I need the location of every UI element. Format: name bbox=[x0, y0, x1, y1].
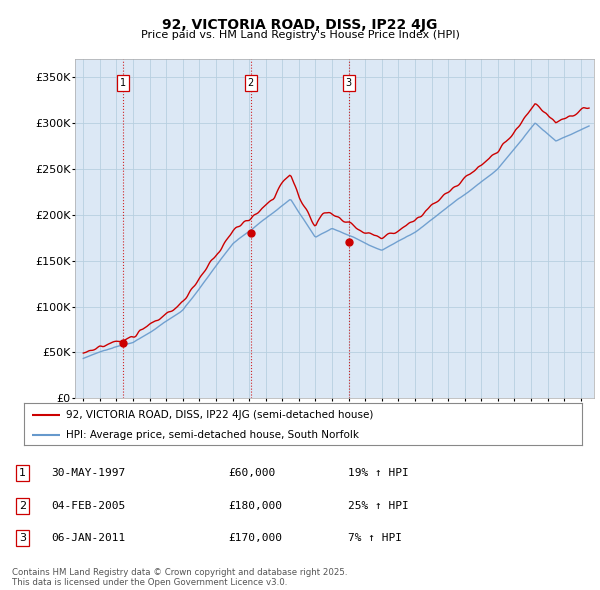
Text: £60,000: £60,000 bbox=[228, 468, 275, 478]
Text: 06-JAN-2011: 06-JAN-2011 bbox=[51, 533, 125, 543]
Text: 2: 2 bbox=[19, 501, 26, 510]
Text: 1: 1 bbox=[120, 78, 127, 88]
Text: £180,000: £180,000 bbox=[228, 501, 282, 510]
Text: 19% ↑ HPI: 19% ↑ HPI bbox=[348, 468, 409, 478]
Text: 7% ↑ HPI: 7% ↑ HPI bbox=[348, 533, 402, 543]
Text: 25% ↑ HPI: 25% ↑ HPI bbox=[348, 501, 409, 510]
Text: 3: 3 bbox=[346, 78, 352, 88]
Text: 92, VICTORIA ROAD, DISS, IP22 4JG (semi-detached house): 92, VICTORIA ROAD, DISS, IP22 4JG (semi-… bbox=[66, 410, 373, 420]
Text: £170,000: £170,000 bbox=[228, 533, 282, 543]
Text: 04-FEB-2005: 04-FEB-2005 bbox=[51, 501, 125, 510]
Text: Price paid vs. HM Land Registry's House Price Index (HPI): Price paid vs. HM Land Registry's House … bbox=[140, 30, 460, 40]
Text: HPI: Average price, semi-detached house, South Norfolk: HPI: Average price, semi-detached house,… bbox=[66, 430, 359, 440]
Text: 3: 3 bbox=[19, 533, 26, 543]
Text: 1: 1 bbox=[19, 468, 26, 478]
Text: 30-MAY-1997: 30-MAY-1997 bbox=[51, 468, 125, 478]
Text: Contains HM Land Registry data © Crown copyright and database right 2025.
This d: Contains HM Land Registry data © Crown c… bbox=[12, 568, 347, 587]
Text: 2: 2 bbox=[247, 78, 254, 88]
Text: 92, VICTORIA ROAD, DISS, IP22 4JG: 92, VICTORIA ROAD, DISS, IP22 4JG bbox=[163, 18, 437, 32]
